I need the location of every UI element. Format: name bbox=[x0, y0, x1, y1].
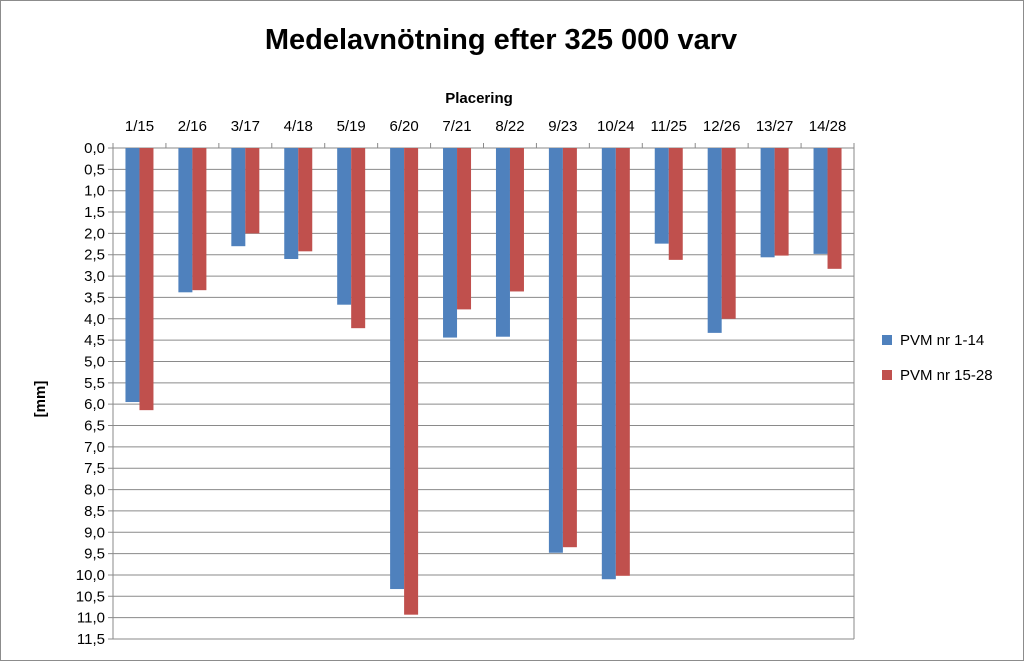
bar-series2 bbox=[827, 148, 842, 269]
x-tick-label: 4/18 bbox=[284, 118, 313, 135]
y-tick-label: 7,0 bbox=[84, 439, 105, 456]
y-tick-label: 11,5 bbox=[77, 631, 105, 648]
bar-series2 bbox=[192, 148, 207, 291]
legend-label: PVM nr 15-28 bbox=[900, 367, 993, 384]
x-tick-label: 7/21 bbox=[442, 118, 471, 135]
y-tick-label: 9,0 bbox=[84, 524, 105, 541]
x-tick-label: 9/23 bbox=[548, 118, 577, 135]
bar-series2 bbox=[668, 148, 683, 260]
y-tick-label: 1,5 bbox=[84, 204, 105, 221]
y-tick-label: 3,0 bbox=[84, 268, 105, 285]
bar-series1 bbox=[390, 148, 405, 590]
x-tick-label: 2/16 bbox=[178, 118, 207, 135]
x-tick-label: 13/27 bbox=[756, 118, 794, 135]
x-tick-label: 14/28 bbox=[809, 118, 847, 135]
gridlines bbox=[108, 143, 855, 640]
bar-series1 bbox=[760, 148, 775, 258]
y-tick-label: 10,5 bbox=[76, 588, 105, 605]
y-tick-label: 0,0 bbox=[84, 140, 105, 157]
bar-series1 bbox=[125, 148, 140, 403]
x-tick-label: 8/22 bbox=[495, 118, 524, 135]
y-tick-label: 2,5 bbox=[84, 247, 105, 264]
bar-series2 bbox=[721, 148, 736, 319]
y-tick-label: 3,5 bbox=[84, 289, 105, 306]
legend: PVM nr 1-14 PVM nr 15-28 bbox=[882, 332, 993, 384]
bar-series2 bbox=[615, 148, 630, 576]
bar-series2 bbox=[298, 148, 313, 252]
bar-series2 bbox=[351, 148, 366, 329]
y-tick-label: 7,5 bbox=[84, 460, 105, 477]
bar-series1 bbox=[707, 148, 722, 333]
y-tick-label: 2,0 bbox=[84, 225, 105, 242]
bar-series1 bbox=[178, 148, 193, 293]
y-tick-label: 6,0 bbox=[84, 396, 105, 413]
y-tick-label: 6,5 bbox=[84, 418, 105, 435]
bar-series1 bbox=[337, 148, 352, 305]
y-tick-label: 0,5 bbox=[84, 161, 105, 178]
y-tick-label: 8,0 bbox=[84, 482, 105, 499]
y-tick-label: 4,0 bbox=[84, 311, 105, 328]
legend-swatch bbox=[882, 335, 892, 345]
y-tick-label: 1,0 bbox=[84, 183, 105, 200]
x-tick-label: 12/26 bbox=[703, 118, 741, 135]
x-axis-label: Placering bbox=[445, 90, 513, 107]
x-tick-label: 11/25 bbox=[651, 118, 687, 135]
bar-series2 bbox=[562, 148, 577, 548]
y-tick-label: 5,5 bbox=[84, 375, 105, 392]
x-tick-label: 6/20 bbox=[390, 118, 419, 135]
y-tick-label: 5,0 bbox=[84, 353, 105, 370]
y-tick-labels: 0,0 0,5 1,0 1,5 2,0 2,5 3,0 3,5 4,0 4,5 5,0 5,5 6,0 6… bbox=[76, 140, 105, 648]
x-tick-labels: 1/15 2/16 3/17 4/18 5/19 6/20 7/21 8/22 9/23 10/2… bbox=[125, 118, 846, 135]
y-tick-label: 8,5 bbox=[84, 503, 105, 520]
chart-title: Medelavnötning efter 325 000 varv bbox=[265, 24, 737, 56]
y-tick-label: 4,5 bbox=[84, 332, 105, 349]
y-tick-label: 10,0 bbox=[76, 567, 105, 584]
bar-series2 bbox=[139, 148, 154, 411]
bar-series1 bbox=[443, 148, 458, 338]
y-tick-label: 11,0 bbox=[77, 610, 105, 627]
bar-series1 bbox=[495, 148, 510, 337]
y-axis-label: [mm] bbox=[32, 381, 49, 418]
bar-series1 bbox=[601, 148, 616, 580]
bar-series1 bbox=[813, 148, 828, 254]
bar-series2 bbox=[245, 148, 260, 234]
bar-series2 bbox=[457, 148, 472, 310]
bar-series1 bbox=[231, 148, 246, 247]
x-tick-label: 10/24 bbox=[597, 118, 635, 135]
bar-series2 bbox=[509, 148, 524, 292]
bar-series1 bbox=[284, 148, 299, 260]
bar-series1 bbox=[548, 148, 563, 553]
legend-swatch bbox=[882, 370, 892, 380]
bar-series2 bbox=[404, 148, 419, 615]
bar-series1 bbox=[654, 148, 669, 244]
bar-series2 bbox=[774, 148, 789, 256]
y-tick-label: 9,5 bbox=[84, 546, 105, 563]
bars bbox=[125, 148, 842, 615]
x-tick-label: 5/19 bbox=[337, 118, 366, 135]
x-tick-label: 1/15 bbox=[125, 118, 154, 135]
x-tick-label: 3/17 bbox=[231, 118, 260, 135]
legend-label: PVM nr 1-14 bbox=[900, 332, 984, 349]
